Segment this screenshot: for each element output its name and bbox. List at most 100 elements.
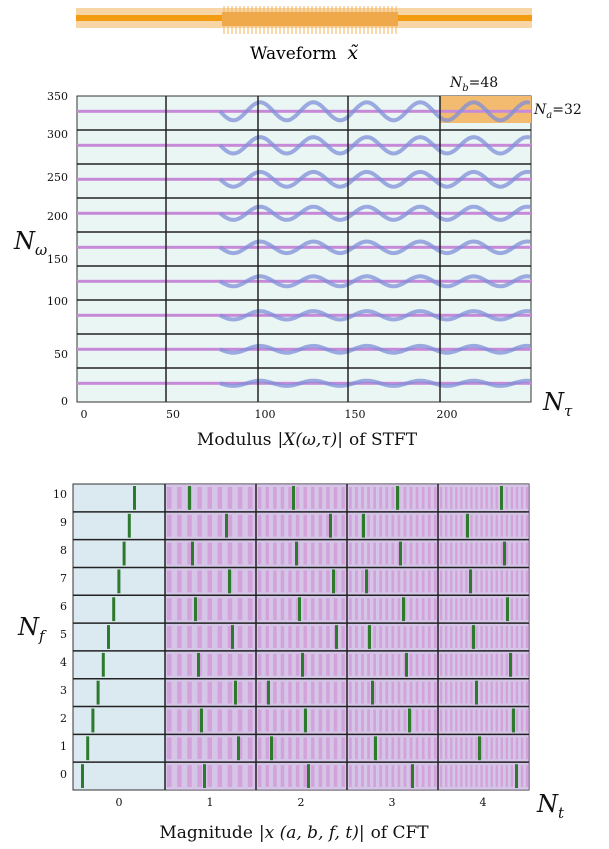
cft-ytick: 8 <box>60 544 67 557</box>
cft-stripe <box>227 514 233 537</box>
cft-stripe <box>515 487 519 509</box>
cft-stripe <box>433 709 437 732</box>
cft-stripe <box>445 709 448 732</box>
cft-x-ticks: 0 1 2 3 4 <box>116 796 487 809</box>
cft-stripe <box>500 626 503 648</box>
cft-stripe <box>427 737 431 760</box>
cft-stripe <box>341 681 345 704</box>
cft-stripe <box>455 737 458 760</box>
cft-stripe <box>355 542 358 565</box>
cft-stripe <box>197 570 202 593</box>
cft-stripe <box>490 542 493 565</box>
cft-stripe <box>455 626 458 648</box>
cft-stripe <box>485 737 488 760</box>
cft-stripe <box>480 737 483 760</box>
cft-ridge <box>503 541 506 566</box>
cft-stripe <box>450 709 453 732</box>
cft-stripe <box>295 653 300 676</box>
cft-stripe <box>480 570 483 593</box>
cft-stripe <box>288 737 292 760</box>
cft-stripe <box>465 542 468 565</box>
cft-ridge <box>267 680 270 705</box>
cft-stripe <box>349 681 352 704</box>
cft-stripe <box>495 487 498 509</box>
cft-stripe <box>510 737 514 760</box>
cft-stripe <box>318 570 323 593</box>
cft-stripe <box>409 570 413 593</box>
cft-stripe <box>445 514 448 537</box>
cft-ridge <box>515 764 518 788</box>
cft-ridge <box>469 569 472 594</box>
cft-stripe <box>247 709 253 732</box>
cft-stripe <box>525 598 529 621</box>
cft-stripe <box>303 514 307 537</box>
cft-stripe <box>495 709 498 732</box>
cft-stripe <box>303 598 307 621</box>
cft-cell <box>438 678 529 707</box>
cft-stripe <box>333 765 338 787</box>
cft-stripe <box>207 709 212 732</box>
cft-stripe <box>427 542 431 565</box>
cft-stripe <box>333 598 338 621</box>
cft-stripe <box>318 542 323 565</box>
cft-stripe <box>403 570 407 593</box>
cft-ridge <box>117 569 121 594</box>
cft-stripe <box>505 570 508 593</box>
stft-ytick: 200 <box>47 210 68 223</box>
cft-stripe <box>465 653 468 676</box>
cft-ridge <box>466 513 469 538</box>
cft-stripe <box>273 514 277 537</box>
cft-stripe <box>349 570 352 593</box>
cft-cell <box>256 678 347 707</box>
cft-stripe <box>177 737 182 760</box>
cft-cell <box>256 567 347 596</box>
cft-stripe <box>403 765 407 787</box>
cft-stripe <box>207 626 212 648</box>
cft-stripe <box>500 737 503 760</box>
cft-stripe <box>217 681 223 704</box>
cft-title: Magnitude |x (a, b, f, t)| of CFT <box>159 823 429 843</box>
cft-stripe <box>367 514 370 537</box>
cft-stripe <box>367 570 370 593</box>
cft-stripe <box>415 681 419 704</box>
cft-stripe <box>485 626 488 648</box>
cft-stripe <box>433 487 437 509</box>
cft-stripe <box>470 514 473 537</box>
cft-stripe <box>280 598 285 621</box>
cft-stripe <box>391 598 395 621</box>
cft-stripe <box>470 709 473 732</box>
cft-stripe <box>505 681 508 704</box>
cft-stripe <box>525 653 529 676</box>
stft-ytick: 300 <box>47 128 68 141</box>
cft-stripe <box>227 542 233 565</box>
stft-title: Modulus |X(ω,τ)| of STFT <box>197 430 418 448</box>
cft-stripe <box>391 681 395 704</box>
cft-stripe <box>475 542 478 565</box>
cft-cell <box>438 650 529 679</box>
cft-ridge <box>399 541 402 566</box>
cft-stripe <box>318 598 323 621</box>
cft-stripe <box>460 598 463 621</box>
cft-stripe <box>440 765 443 787</box>
cft-stripe <box>288 598 292 621</box>
cft-ridge <box>127 513 131 538</box>
cft-stripe <box>500 765 503 787</box>
cft-stripe <box>288 542 292 565</box>
cft-stripe <box>460 765 463 787</box>
cft-stripe <box>520 570 524 593</box>
cft-stripe <box>440 737 443 760</box>
cft-stripe <box>311 681 315 704</box>
cft-ytick: 1 <box>60 740 67 753</box>
cft-stripe <box>288 570 292 593</box>
cft-stripe <box>520 514 524 537</box>
cft-stripe <box>440 598 443 621</box>
cft-stripe <box>505 765 508 787</box>
cft-stripe <box>349 487 352 509</box>
cft-stripe <box>460 626 463 648</box>
cft-stripe <box>403 737 407 760</box>
cft-stripe <box>341 737 345 760</box>
cft-stripe <box>427 570 431 593</box>
cft-stripe <box>415 514 419 537</box>
cft-stripe <box>391 765 395 787</box>
cft-stripe <box>295 765 300 787</box>
